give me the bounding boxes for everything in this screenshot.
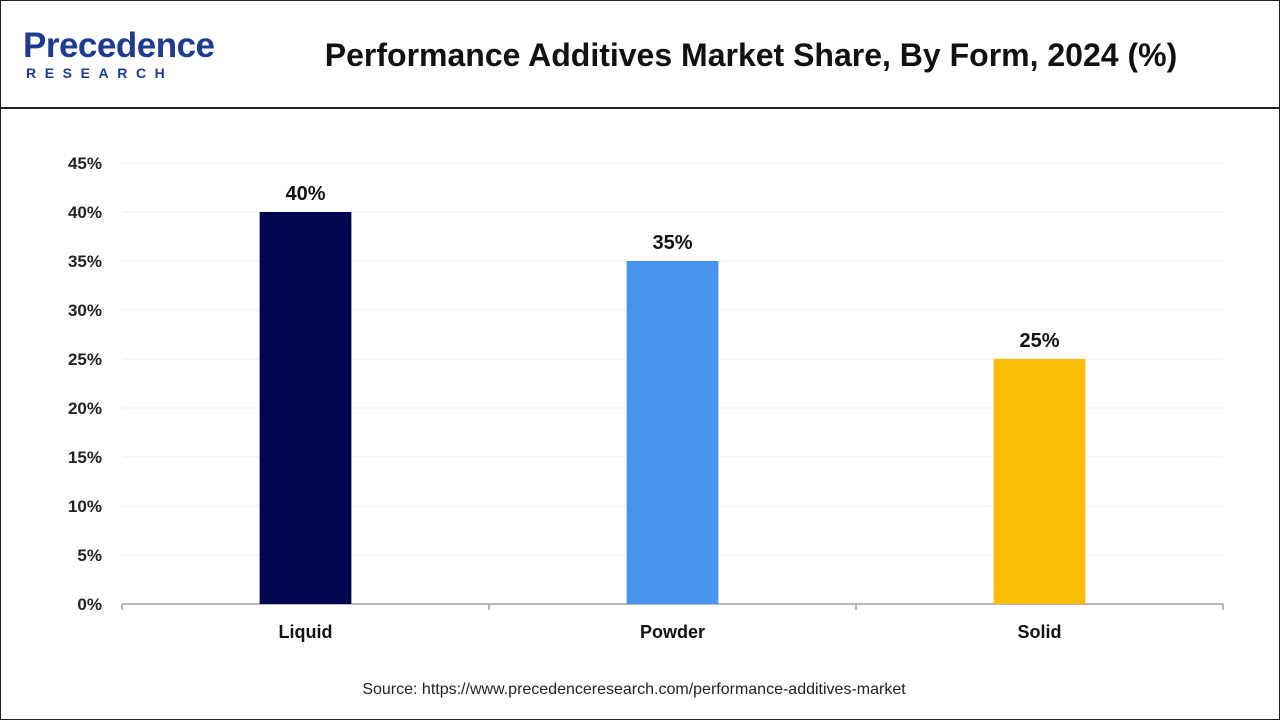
y-tick-label: 10% [68,497,102,516]
source-note: Source: https://www.precedenceresearch.c… [362,681,906,698]
bar-chart: 0% 5% 10% 15% 20% 25% 30% 35% 40% 45% 40% Liquid 35%… [68,154,1224,642]
data-label: 25% [1019,330,1059,352]
header: Precedence RESEARCH Performance Additive… [1,1,1279,109]
data-label: 40% [285,183,325,205]
x-category-label: Powder [640,622,705,642]
y-tick-label: 30% [68,301,102,320]
brand-logo: Precedence RESEARCH [23,27,223,83]
data-label: 35% [652,232,692,254]
bar-solid [993,359,1086,604]
y-tick-label: 15% [68,448,102,467]
y-tick-label: 35% [68,252,102,271]
y-tick-label: 0% [77,595,102,614]
y-tick-label: 40% [68,203,102,222]
y-tick-label: 5% [77,546,102,565]
x-category-label: Liquid [279,622,333,642]
bar-powder [626,261,719,604]
logo-wordmark: Precedence [23,26,215,65]
y-tick-label: 45% [68,154,102,173]
y-tick-label: 20% [68,399,102,418]
chart-title: Performance Additives Market Share, By F… [324,37,1178,73]
logo-subtitle: RESEARCH [26,65,174,81]
y-tick-label: 25% [68,350,102,369]
bar-liquid [259,212,352,604]
x-category-label: Solid [1018,622,1062,642]
